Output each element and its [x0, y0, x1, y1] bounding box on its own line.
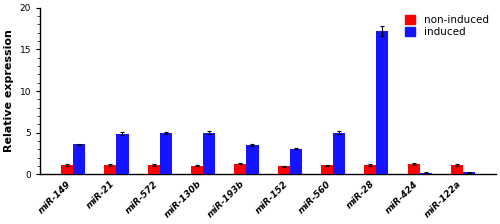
Bar: [61, 165, 73, 174]
Bar: [116, 134, 128, 174]
Bar: [246, 145, 258, 174]
Bar: [408, 164, 420, 174]
Bar: [73, 144, 85, 174]
Y-axis label: Relative expression: Relative expression: [4, 30, 14, 153]
Bar: [420, 173, 432, 174]
Bar: [191, 166, 203, 174]
Bar: [451, 165, 463, 174]
Bar: [290, 149, 302, 174]
Bar: [278, 166, 289, 174]
Bar: [234, 164, 246, 174]
Bar: [104, 165, 117, 174]
Bar: [463, 172, 475, 174]
Bar: [321, 165, 333, 174]
Legend: non-induced, induced: non-induced, induced: [402, 13, 490, 39]
Bar: [203, 133, 215, 174]
Bar: [148, 165, 160, 174]
Bar: [376, 31, 388, 174]
Bar: [333, 133, 345, 174]
Bar: [160, 133, 172, 174]
Bar: [364, 165, 376, 174]
